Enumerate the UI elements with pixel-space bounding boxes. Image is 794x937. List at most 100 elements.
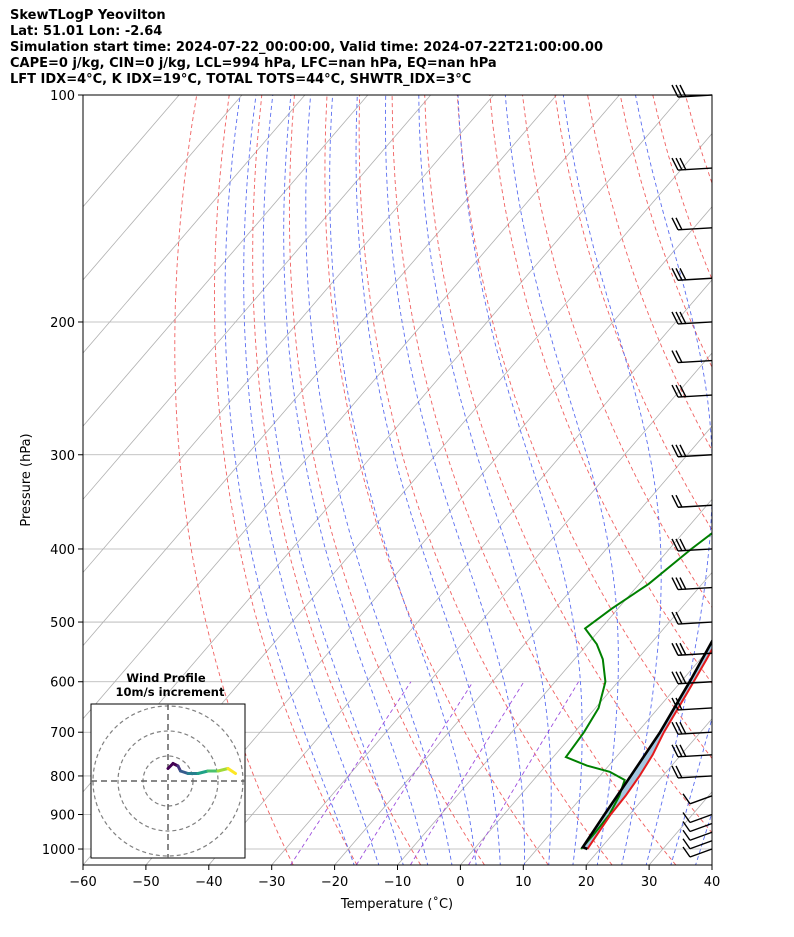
wind-barb <box>671 267 713 281</box>
dry-adiabat-line <box>489 95 712 685</box>
mixing-ratio-line <box>410 681 525 865</box>
moist-adiabat-line <box>504 95 619 865</box>
y-tick-label: 100 <box>50 89 75 104</box>
wind-barb <box>671 765 713 779</box>
y-tick-label: 300 <box>50 449 75 464</box>
y-tick-label: 400 <box>50 543 75 558</box>
dry-adiabat-line <box>718 95 794 865</box>
mixing-ratio-line <box>468 681 579 865</box>
dry-adiabat-line <box>684 95 712 185</box>
x-tick-label: −60 <box>69 875 96 890</box>
x-tick-label: −10 <box>384 875 411 890</box>
wind-barb <box>671 494 713 508</box>
moist-adiabat-line <box>720 95 794 867</box>
y-tick-label: 500 <box>50 616 75 631</box>
wind-barb <box>671 721 713 735</box>
moist-adiabat-line <box>418 95 552 865</box>
isotherm-line <box>83 95 306 354</box>
wind-barb <box>671 384 713 398</box>
isotherm-line <box>522 644 712 865</box>
dry-adiabat-line <box>252 95 422 865</box>
wind-barb <box>671 671 713 685</box>
wind-barb <box>671 611 713 625</box>
cape-line: CAPE=0 j/kg, CIN=0 j/kg, LCL=994 hPa, LF… <box>10 56 497 71</box>
dry-adiabats <box>174 95 794 865</box>
index-line: LFT IDX=4°C, K IDX=19°C, TOTAL TOTS=44°C… <box>10 72 472 87</box>
moist-adiabat-line <box>283 95 429 865</box>
wind-barb <box>671 444 713 458</box>
isotherm-line <box>83 95 432 500</box>
isotherm-line <box>145 206 712 865</box>
moist-adiabat-line <box>384 95 525 865</box>
wind-barb <box>682 812 713 824</box>
x-tick-label: 30 <box>641 875 658 890</box>
isotherm-line <box>397 498 712 865</box>
wind-barb <box>671 642 713 656</box>
isotherm-line <box>648 791 712 865</box>
dry-adiabat-line <box>174 95 294 865</box>
temperature-line <box>586 647 712 850</box>
moist-adiabat-line <box>305 95 453 865</box>
chart-title: SkewTLogP Yeovilton <box>10 8 166 23</box>
location-line: Lat: 51.01 Lon: -2.64 <box>10 24 163 39</box>
y-tick-label: 900 <box>50 809 75 824</box>
moist-adiabat-line <box>355 95 501 865</box>
moist-adiabat-line <box>745 95 794 867</box>
x-tick-label: 0 <box>456 875 464 890</box>
dry-adiabat-line <box>214 95 358 865</box>
isotherm-line <box>208 279 712 865</box>
isotherm-line <box>585 718 712 865</box>
dry-adiabat-line <box>424 95 712 834</box>
dry-adiabat-line <box>751 95 794 865</box>
wind-barb <box>682 838 713 850</box>
wind-barb <box>671 538 713 552</box>
hodograph-ring <box>117 730 219 832</box>
isotherm-line <box>83 95 369 427</box>
moist-adiabat-line <box>243 95 380 865</box>
dry-adiabat-line <box>456 95 712 760</box>
isotherm-line <box>83 95 557 647</box>
time-line: Simulation start time: 2024-07-22_00:00:… <box>10 40 603 55</box>
dry-adiabat-line <box>358 95 613 865</box>
isotherm-line <box>460 571 712 865</box>
moist-adiabat-line <box>224 95 355 865</box>
parcel-path-line <box>580 638 712 851</box>
cape-shading <box>582 641 712 849</box>
y-tick-label: 1000 <box>42 843 75 858</box>
y-tick-label: 700 <box>50 726 75 741</box>
dry-adiabat-line <box>783 95 794 865</box>
isotherms <box>83 95 712 865</box>
wind-barb <box>671 311 713 325</box>
hodograph-subtitle: 10m/s increment <box>116 685 225 699</box>
dry-adiabat-line <box>324 95 549 865</box>
dry-adiabat-line <box>522 95 712 609</box>
isotherm-line <box>334 425 712 865</box>
isotherm-line <box>711 864 712 865</box>
x-tick-label: −40 <box>195 875 222 890</box>
hodograph-segment <box>226 767 237 775</box>
wind-barb <box>671 744 713 758</box>
hodograph-title: Wind Profile <box>126 671 206 685</box>
dry-adiabat-line <box>587 95 712 452</box>
x-axis-label: Temperature (˚C) <box>340 896 453 912</box>
hodograph-segment <box>216 767 230 773</box>
y-axis: 100 200 300 400 500 600 700 800 900 1000 <box>42 89 83 858</box>
y-tick-label: 800 <box>50 770 75 785</box>
mixing-ratio-line <box>290 681 412 865</box>
wind-barb <box>671 697 713 711</box>
hodograph-segment <box>196 769 210 775</box>
moist-adiabat-line <box>457 95 583 865</box>
mixing-ratio-line <box>355 681 474 865</box>
mixing-ratio-lines <box>290 681 579 865</box>
isotherm-line <box>271 352 712 865</box>
wind-barb <box>682 821 713 833</box>
x-tick-label: 20 <box>578 875 595 890</box>
moist-adiabat-line <box>695 811 712 865</box>
cape-fill-area <box>582 641 712 849</box>
y-axis-label: Pressure (hPa) <box>19 433 34 526</box>
isotherm-line <box>83 95 620 720</box>
wind-barb <box>682 829 713 841</box>
wind-barb <box>671 157 713 171</box>
x-tick-label: −50 <box>132 875 159 890</box>
